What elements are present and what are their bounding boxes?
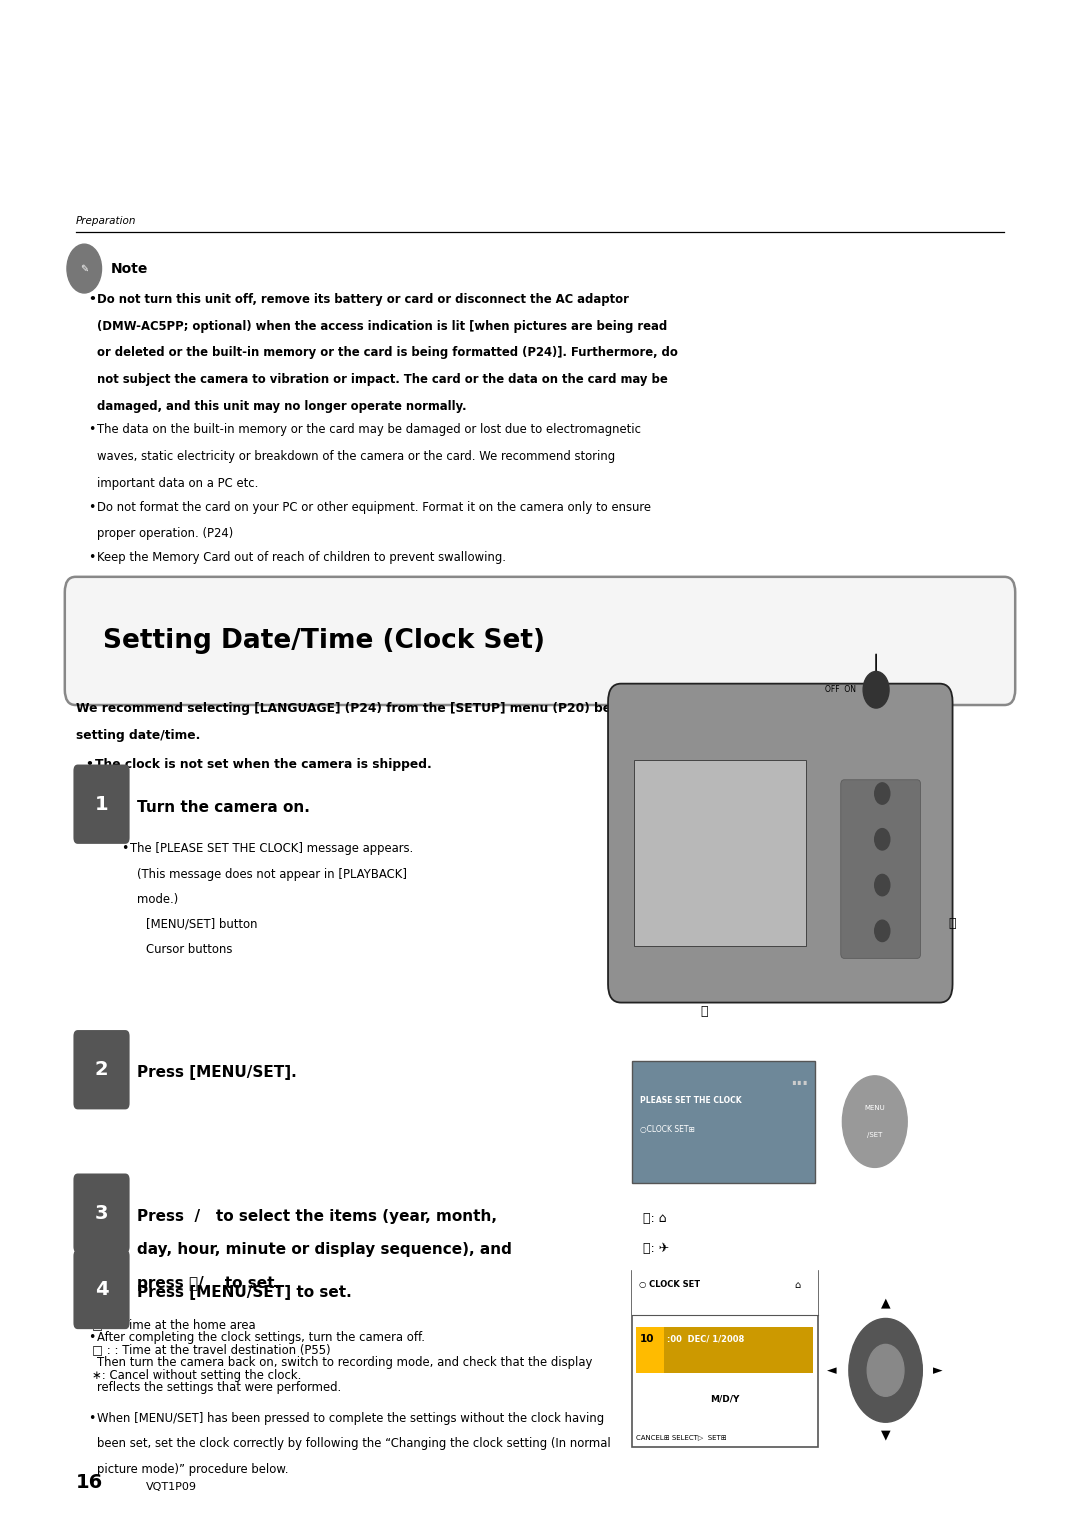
- FancyBboxPatch shape: [73, 1173, 130, 1253]
- Circle shape: [875, 874, 890, 896]
- Text: Press [MENU/SET] to set.: Press [MENU/SET] to set.: [137, 1285, 352, 1300]
- Text: setting date/time.: setting date/time.: [76, 729, 200, 743]
- Text: ►: ►: [933, 1364, 942, 1376]
- FancyBboxPatch shape: [632, 1271, 818, 1447]
- FancyBboxPatch shape: [636, 1328, 813, 1373]
- Text: ▖▖▖: ▖▖▖: [792, 1076, 809, 1085]
- Text: Ⓑ: Ⓑ: [701, 1006, 708, 1018]
- Text: ○ CLOCK SET: ○ CLOCK SET: [639, 1280, 701, 1289]
- Circle shape: [863, 671, 889, 708]
- FancyBboxPatch shape: [73, 765, 130, 844]
- Text: When [MENU/SET] has been pressed to complete the settings without the clock havi: When [MENU/SET] has been pressed to comp…: [97, 1413, 605, 1425]
- Circle shape: [67, 244, 102, 293]
- Circle shape: [867, 1344, 904, 1396]
- Text: Ⓑ: ✈: Ⓑ: ✈: [643, 1242, 669, 1256]
- Text: •: •: [89, 501, 96, 514]
- Text: VQT1P09: VQT1P09: [146, 1482, 197, 1492]
- Text: We recommend selecting [LANGUAGE] (P24) from the [SETUP] menu (P20) before: We recommend selecting [LANGUAGE] (P24) …: [76, 702, 639, 716]
- Text: Then turn the camera back on, switch to recording mode, and check that the displ: Then turn the camera back on, switch to …: [97, 1355, 593, 1369]
- Circle shape: [875, 783, 890, 804]
- Circle shape: [875, 829, 890, 850]
- Text: •: •: [89, 1331, 96, 1344]
- Text: Do not turn this unit off, remove its battery or card or disconnect the AC adapt: Do not turn this unit off, remove its ba…: [97, 293, 629, 307]
- Text: (DMW-AC5PP; optional) when the access indication is lit [when pictures are being: (DMW-AC5PP; optional) when the access in…: [97, 319, 667, 333]
- Text: :00  DEC/ 1/2008: :00 DEC/ 1/2008: [667, 1334, 745, 1343]
- Text: □ : : Time at the travel destination (P55): □ : : Time at the travel destination (P5…: [92, 1343, 330, 1357]
- Text: important data on a PC etc.: important data on a PC etc.: [97, 476, 258, 490]
- Text: /SET: /SET: [867, 1132, 882, 1138]
- Text: ✎: ✎: [80, 264, 89, 273]
- Text: Note: Note: [111, 261, 149, 276]
- FancyBboxPatch shape: [73, 1250, 130, 1329]
- Text: 1: 1: [95, 795, 108, 813]
- Text: •: •: [89, 1413, 96, 1425]
- Text: MENU: MENU: [864, 1105, 886, 1111]
- Text: Setting Date/Time (Clock Set): Setting Date/Time (Clock Set): [103, 627, 544, 655]
- FancyBboxPatch shape: [608, 684, 953, 1003]
- Text: Press  /   to select the items (year, month,: Press / to select the items (year, month…: [137, 1209, 497, 1224]
- Text: not subject the camera to vibration or impact. The card or the data on the card : not subject the camera to vibration or i…: [97, 372, 667, 386]
- Text: press Ⓐ/    to set.: press Ⓐ/ to set.: [137, 1276, 281, 1291]
- Text: Turn the camera on.: Turn the camera on.: [137, 800, 310, 815]
- Text: ◄: ◄: [827, 1364, 836, 1376]
- Text: [MENU/SET] button: [MENU/SET] button: [146, 917, 257, 931]
- Text: or deleted or the built-in memory or the card is being formatted (P24)]. Further: or deleted or the built-in memory or the…: [97, 346, 678, 360]
- Text: damaged, and this unit may no longer operate normally.: damaged, and this unit may no longer ope…: [97, 400, 467, 414]
- Text: ▲: ▲: [881, 1297, 890, 1309]
- Text: (This message does not appear in [PLAYBACK]: (This message does not appear in [PLAYBA…: [137, 867, 407, 881]
- Text: waves, static electricity or breakdown of the camera or the card. We recommend s: waves, static electricity or breakdown o…: [97, 450, 616, 464]
- Circle shape: [875, 920, 890, 942]
- Text: mode.): mode.): [137, 893, 178, 906]
- FancyBboxPatch shape: [840, 780, 920, 958]
- Text: M/D/Y: M/D/Y: [710, 1395, 740, 1402]
- Text: Do not format the card on your PC or other equipment. Format it on the camera on: Do not format the card on your PC or oth…: [97, 501, 651, 514]
- Text: CANCEL⊞ SELECT▷  SET⊞: CANCEL⊞ SELECT▷ SET⊞: [636, 1434, 727, 1441]
- Text: Preparation: Preparation: [76, 215, 136, 226]
- Text: day, hour, minute or display sequence), and: day, hour, minute or display sequence), …: [137, 1242, 512, 1257]
- Text: The data on the built-in memory or the card may be damaged or lost due to electr: The data on the built-in memory or the c…: [97, 423, 642, 436]
- Text: The [PLEASE SET THE CLOCK] message appears.: The [PLEASE SET THE CLOCK] message appea…: [130, 842, 413, 856]
- Text: reflects the settings that were performed.: reflects the settings that were performe…: [97, 1381, 341, 1395]
- Text: 4: 4: [95, 1280, 108, 1299]
- Text: •: •: [89, 551, 96, 565]
- Text: 2: 2: [95, 1061, 108, 1079]
- Text: PLEASE SET THE CLOCK: PLEASE SET THE CLOCK: [640, 1096, 742, 1105]
- Text: •: •: [89, 423, 96, 436]
- FancyBboxPatch shape: [632, 1270, 818, 1315]
- Text: Cursor buttons: Cursor buttons: [146, 943, 232, 957]
- FancyBboxPatch shape: [632, 1061, 815, 1183]
- FancyBboxPatch shape: [636, 1328, 664, 1373]
- Text: 16: 16: [76, 1474, 103, 1492]
- Text: ∗: Cancel without setting the clock.: ∗: Cancel without setting the clock.: [92, 1369, 301, 1383]
- Text: Ⓐ: ⌂: Ⓐ: ⌂: [643, 1212, 666, 1225]
- FancyBboxPatch shape: [634, 760, 806, 946]
- Text: picture mode)” procedure below.: picture mode)” procedure below.: [97, 1462, 288, 1476]
- Text: After completing the clock settings, turn the camera off.: After completing the clock settings, tur…: [97, 1331, 426, 1344]
- Circle shape: [842, 1076, 907, 1167]
- Text: The clock is not set when the camera is shipped.: The clock is not set when the camera is …: [95, 758, 432, 772]
- Circle shape: [849, 1318, 922, 1422]
- Text: ○CLOCK SET⊞: ○CLOCK SET⊞: [640, 1125, 696, 1134]
- Text: been set, set the clock correctly by following the “Changing the clock setting (: been set, set the clock correctly by fol…: [97, 1437, 611, 1451]
- Text: Press [MENU/SET].: Press [MENU/SET].: [137, 1065, 297, 1080]
- Text: ▼: ▼: [881, 1428, 890, 1441]
- Text: 10: 10: [639, 1334, 653, 1344]
- Text: Keep the Memory Card out of reach of children to prevent swallowing.: Keep the Memory Card out of reach of chi…: [97, 551, 507, 565]
- FancyBboxPatch shape: [65, 577, 1015, 705]
- Text: 3: 3: [95, 1204, 108, 1222]
- Text: OFF  ON: OFF ON: [825, 685, 856, 694]
- FancyBboxPatch shape: [73, 1030, 130, 1109]
- Text: proper operation. (P24): proper operation. (P24): [97, 526, 233, 540]
- Text: •: •: [89, 293, 96, 307]
- Text: •: •: [121, 842, 129, 856]
- Text: ⌂: ⌂: [794, 1280, 800, 1291]
- Text: Ⓐ: Ⓐ: [948, 917, 956, 929]
- Text: □ : : Time at the home area: □ : : Time at the home area: [92, 1318, 256, 1332]
- Text: •: •: [85, 758, 93, 772]
